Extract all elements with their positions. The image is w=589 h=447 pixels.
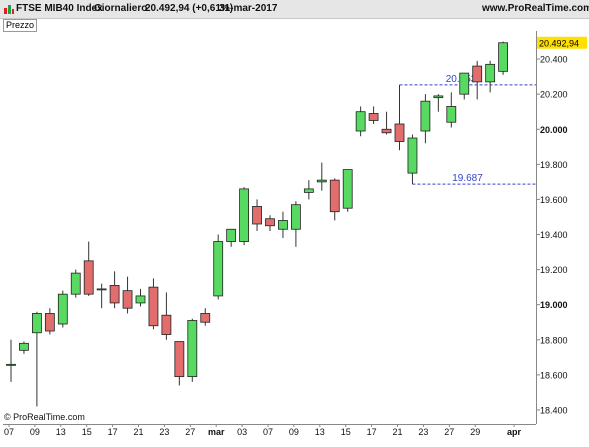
candle-body (32, 313, 42, 334)
level-label: 19.687 (452, 173, 483, 184)
candle-body (433, 95, 444, 99)
x-tick-label: 09 (30, 427, 40, 437)
x-tick-label: 21 (392, 427, 402, 437)
x-tick-label: 15 (341, 427, 351, 437)
candle-body (446, 106, 457, 123)
candle-body (109, 284, 120, 304)
x-tick-label: 27 (185, 427, 195, 437)
x-tick-label: 17 (367, 427, 377, 437)
x-tick-label: 03 (237, 427, 247, 437)
candle-body (213, 241, 224, 297)
candle-body (70, 272, 81, 295)
candle-body (316, 179, 327, 183)
y-tick-label: 18.800 (540, 335, 568, 345)
x-tick-label: 27 (444, 427, 454, 437)
last-price-label: 20.492,94 (539, 38, 579, 48)
chart-title-bar: FTSE MIB40 Index Giornaliero 20.492,94 (… (0, 0, 589, 19)
y-tick-label: 19.400 (540, 230, 568, 240)
candle-body (303, 188, 314, 193)
x-tick-label: 17 (108, 427, 118, 437)
candle-body (57, 293, 68, 325)
candle-body (148, 286, 159, 327)
watermark: © ProRealTime.com (4, 412, 85, 422)
candle-body (472, 65, 483, 83)
x-tick-label: 09 (289, 427, 299, 437)
candle-body (459, 72, 470, 95)
candle-body (420, 100, 431, 132)
candle-body (498, 42, 509, 72)
chart-date: 31-mar-2017 (219, 3, 278, 14)
y-tick-label: 20.000 (540, 125, 568, 135)
y-tick-label: 20.400 (540, 55, 568, 65)
x-tick-label: 07 (263, 427, 273, 437)
price-panel-label[interactable]: Prezzo (3, 19, 38, 32)
candle-body (161, 314, 172, 335)
candle-body (122, 290, 133, 309)
candle-body (252, 206, 262, 225)
candle-body (394, 123, 405, 142)
prorealtime-logo-icon (4, 5, 14, 14)
candle-body (355, 111, 366, 132)
y-tick-label: 19.200 (540, 265, 568, 275)
x-tick-label: 29 (470, 427, 480, 437)
candle-body (239, 188, 250, 242)
x-tick-label: apr (507, 427, 522, 437)
site-url: www.ProRealTime.com (482, 3, 589, 14)
x-tick-label: 15 (82, 427, 92, 437)
x-tick-label: 13 (56, 427, 66, 437)
y-tick-label: 19.000 (540, 300, 568, 310)
candle-body (6, 363, 16, 366)
candle-body (381, 128, 392, 134)
candle-body (83, 260, 94, 295)
candle-body (135, 295, 146, 304)
y-tick-label: 19.600 (540, 195, 568, 205)
candle-body (96, 288, 107, 291)
x-tick-label: 23 (418, 427, 428, 437)
last-price-marker (537, 36, 587, 49)
candle-body (44, 313, 55, 332)
candle-body (174, 341, 185, 378)
y-tick-label: 19.800 (540, 160, 568, 170)
instrument-name: FTSE MIB40 Index (16, 3, 103, 14)
candle-body (265, 218, 275, 227)
candle-body (342, 169, 353, 209)
last-quote: 20.492,94 (+0,61%) (145, 3, 234, 14)
x-tick-label: 23 (159, 427, 169, 437)
y-tick-label: 20.200 (540, 90, 568, 100)
x-tick-label: 13 (315, 427, 325, 437)
x-tick-label: 07 (4, 427, 14, 437)
candle-body (19, 342, 29, 351)
candle-body (485, 63, 496, 83)
candle-body (187, 320, 198, 378)
candle-body (290, 204, 301, 230)
candle-body (329, 179, 340, 213)
y-tick-label: 18.400 (540, 405, 568, 415)
candle-body (200, 313, 211, 323)
timeframe-label: Giornaliero (94, 3, 148, 14)
candle-body (226, 228, 237, 242)
candle-body (407, 137, 418, 174)
y-tick-label: 18.600 (540, 370, 568, 380)
candle-body (278, 220, 288, 230)
candle-body (368, 113, 379, 121)
x-tick-label: 21 (133, 427, 143, 437)
x-tick-label: mar (208, 427, 225, 437)
